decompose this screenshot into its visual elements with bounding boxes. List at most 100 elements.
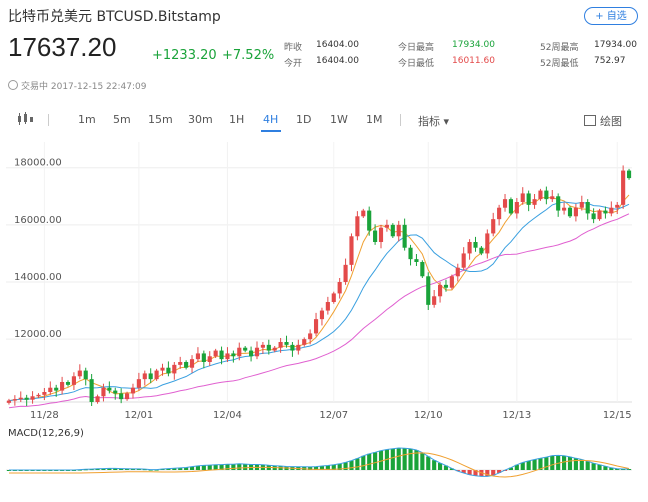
candle-body xyxy=(231,353,236,357)
candle-body xyxy=(567,207,573,217)
macd-bar xyxy=(615,468,620,470)
candle-body xyxy=(343,264,348,282)
candle-body xyxy=(573,207,578,217)
add-watchlist-button[interactable]: + 自选 xyxy=(584,7,638,25)
candle-body xyxy=(556,196,561,211)
macd-bar xyxy=(626,468,632,470)
macd-bar xyxy=(124,468,130,470)
macd-bar xyxy=(308,466,313,470)
trading-status: 交易中 2017-12-15 22:47:09 xyxy=(8,79,146,92)
candle-body xyxy=(544,190,549,200)
candle-body xyxy=(113,390,118,394)
candle-body xyxy=(485,233,490,254)
macd-bar xyxy=(437,463,443,470)
day-low-label: 今日最低 xyxy=(398,59,435,69)
candle-body xyxy=(420,262,425,277)
macd-bar xyxy=(573,458,578,470)
candle-body xyxy=(65,382,71,385)
candle-body xyxy=(254,347,260,357)
candle-body xyxy=(130,387,136,394)
candle-body xyxy=(272,347,277,351)
candle-body xyxy=(550,196,555,200)
candle-body xyxy=(249,350,254,357)
interval-15m[interactable]: 15m xyxy=(148,113,173,126)
candle-body xyxy=(520,193,525,202)
trading-status-text: 交易中 2017-12-15 22:47:09 xyxy=(21,82,147,92)
macd-bar xyxy=(355,458,360,470)
candle-body xyxy=(142,373,147,380)
macd-bar xyxy=(113,468,118,470)
candle-body xyxy=(154,370,159,380)
macd-bar xyxy=(426,456,431,470)
candle-body xyxy=(591,213,596,220)
macd-bar xyxy=(107,468,112,470)
candle-body xyxy=(402,224,407,248)
macd-bar xyxy=(119,468,124,470)
candle-body xyxy=(148,373,153,380)
interval-1h[interactable]: 1H xyxy=(229,113,245,126)
candle-body xyxy=(284,342,289,345)
interval-1m[interactable]: 1m xyxy=(78,113,96,126)
candle-body xyxy=(378,227,384,242)
candle-body xyxy=(479,247,484,254)
macd-bar xyxy=(367,453,372,470)
candle-body xyxy=(136,379,141,388)
day-high-value: 17934.00 xyxy=(452,40,495,50)
prev-close-label: 昨收 xyxy=(284,43,303,53)
candle-body xyxy=(455,267,460,277)
clock-icon xyxy=(8,80,18,90)
draw-tool-button[interactable]: 绘图 xyxy=(584,113,622,129)
candle-body xyxy=(408,247,413,260)
macd-bar xyxy=(225,464,230,470)
macd-bar xyxy=(579,459,584,470)
candle-body xyxy=(473,242,478,248)
prev-close-value: 16404.00 xyxy=(316,40,359,50)
indicator-menu[interactable]: 指标 ▾ xyxy=(418,115,450,128)
interval-30m[interactable]: 30m xyxy=(188,113,213,126)
candle-body xyxy=(36,394,41,397)
candle-body xyxy=(621,170,626,205)
candle-body xyxy=(319,310,325,320)
candle-body xyxy=(101,387,106,397)
candle-body xyxy=(260,344,265,348)
candle-body xyxy=(71,376,76,385)
candle-body xyxy=(437,284,443,297)
macd-bar xyxy=(313,466,319,470)
moving-average-line xyxy=(8,194,630,402)
interval-1w[interactable]: 1W xyxy=(330,113,348,126)
candle-body xyxy=(585,202,590,214)
candle-body xyxy=(626,170,632,179)
candle-body xyxy=(95,396,100,402)
price-chart[interactable]: 18000.00 16000.00 14000.00 12000.00 11/28 12… xyxy=(0,140,648,500)
macd-bar xyxy=(373,452,378,470)
candle-body xyxy=(195,353,201,360)
macd-bar xyxy=(485,470,490,477)
interval-1d[interactable]: 1D xyxy=(296,113,312,126)
macd-bar xyxy=(567,456,573,470)
candle-body xyxy=(243,347,248,351)
macd-bar xyxy=(597,464,602,470)
interval-4h[interactable]: 4H xyxy=(263,113,279,126)
candle-body xyxy=(331,293,336,302)
macd-bar xyxy=(402,448,407,470)
candle-body xyxy=(266,344,271,351)
y-tick-label: 14000.00 xyxy=(14,272,62,283)
macd-bar xyxy=(491,470,496,476)
macd-bar xyxy=(219,464,224,470)
candle-body xyxy=(313,319,319,334)
candle-body xyxy=(491,219,496,234)
week52-low-label: 52周最低 xyxy=(540,59,579,69)
interval-5m[interactable]: 5m xyxy=(113,113,131,126)
macd-bar xyxy=(349,460,354,470)
interval-1mo[interactable]: 1M xyxy=(366,113,383,126)
macd-bar xyxy=(408,448,413,470)
day-low-value: 16011.60 xyxy=(452,56,495,66)
macd-bar xyxy=(432,460,437,470)
candle-body xyxy=(30,396,35,400)
macd-bar xyxy=(189,466,195,470)
macd-bar xyxy=(331,464,336,470)
candle-body xyxy=(296,344,301,351)
candlestick-type-icon[interactable] xyxy=(16,112,34,129)
x-tick-label: 12/04 xyxy=(213,410,242,421)
candle-body xyxy=(597,210,602,220)
